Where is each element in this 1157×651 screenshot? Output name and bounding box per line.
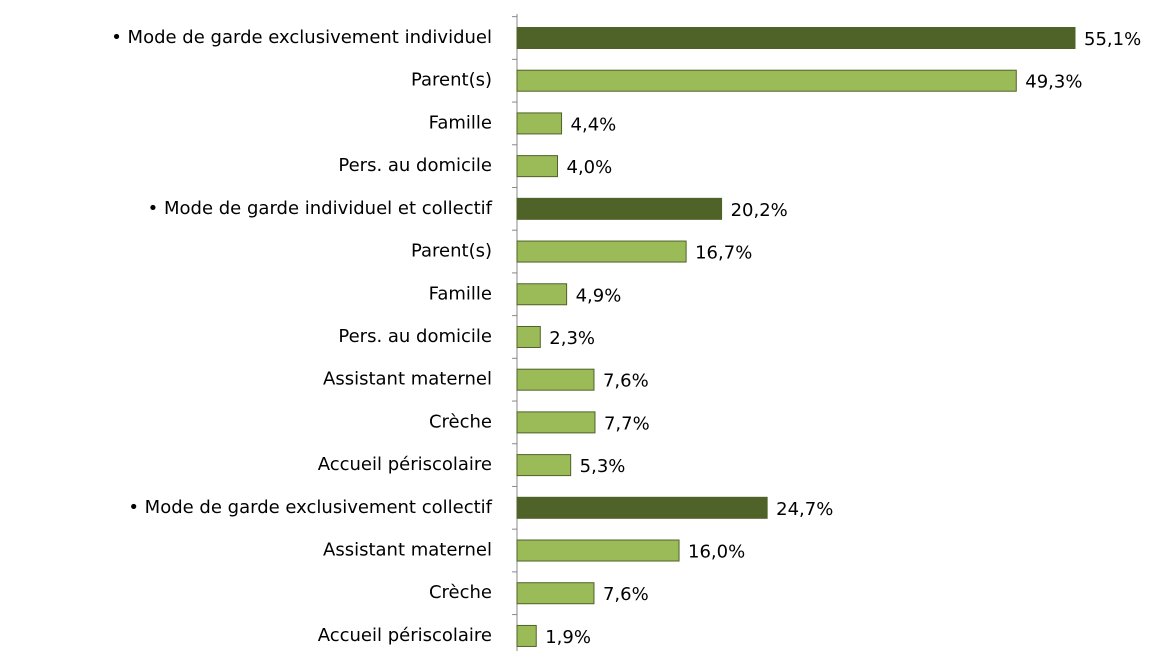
value-label: 24,7%	[776, 499, 833, 520]
category-label: Accueil périscolaire	[318, 454, 492, 475]
bar	[516, 325, 541, 348]
bar	[516, 624, 537, 647]
bar	[516, 112, 563, 135]
value-label: 4,0%	[567, 157, 613, 178]
category-label: Crèche	[429, 411, 492, 432]
category-label: Famille	[429, 283, 492, 304]
category-label: Assistant maternel	[323, 540, 492, 561]
category-label: Famille	[429, 112, 492, 133]
value-label: 49,3%	[1025, 72, 1082, 93]
category-label: • Mode de garde exclusivement individuel	[111, 27, 492, 48]
category-label: • Mode de garde exclusivement collectif	[128, 497, 492, 518]
value-label: 1,9%	[545, 627, 591, 648]
category-label: Assistant maternel	[323, 369, 492, 390]
bar	[516, 411, 596, 434]
category-label: Pers. au domicile	[338, 326, 492, 347]
value-label: 55,1%	[1084, 29, 1141, 50]
bar	[516, 539, 680, 562]
value-label: 7,6%	[603, 371, 649, 392]
category-label: Crèche	[429, 582, 492, 603]
bar	[516, 197, 723, 220]
bar	[516, 69, 1017, 92]
category-label: • Mode de garde individuel et collectif	[148, 198, 493, 219]
value-label: 16,0%	[688, 542, 745, 563]
value-label: 4,9%	[576, 285, 622, 306]
bar	[516, 283, 568, 306]
bar	[516, 240, 687, 263]
bar	[516, 454, 572, 477]
bar	[516, 496, 768, 519]
value-label: 16,7%	[695, 243, 752, 264]
bar	[516, 27, 1076, 49]
value-label: 7,7%	[604, 413, 650, 434]
category-label: Accueil périscolaire	[318, 625, 492, 646]
value-label: 7,6%	[603, 584, 649, 605]
category-label: Pers. au domicile	[338, 155, 492, 176]
bar	[516, 368, 595, 391]
value-label: 20,2%	[731, 200, 788, 221]
category-label: Parent(s)	[411, 241, 492, 262]
value-label: 5,3%	[580, 456, 626, 477]
bar	[516, 582, 595, 605]
bar	[516, 155, 559, 178]
value-label: 2,3%	[549, 328, 595, 349]
value-label: 4,4%	[571, 114, 617, 135]
category-label: Parent(s)	[411, 70, 492, 91]
